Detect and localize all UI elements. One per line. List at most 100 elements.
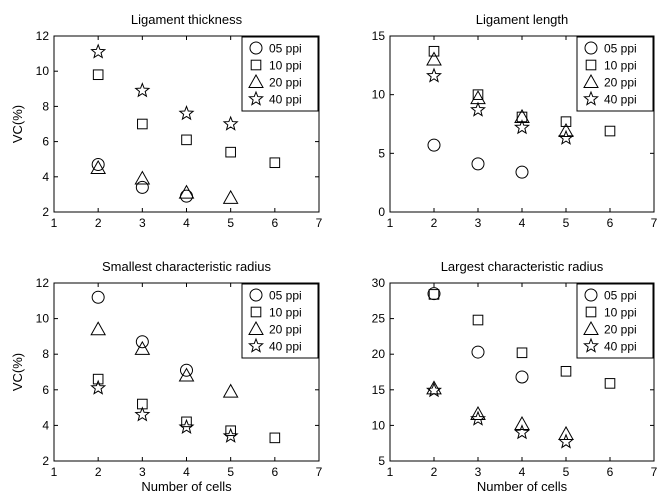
y-tick-label: 6 — [42, 135, 49, 149]
y-tick-label: 25 — [372, 312, 386, 326]
legend-label: 10 ppi — [269, 306, 302, 320]
legend-label: 10 ppi — [604, 306, 637, 320]
legend-label: 05 ppi — [269, 289, 302, 303]
legend-box — [241, 283, 319, 359]
legend-marker-star — [248, 90, 264, 106]
y-tick-label: 4 — [42, 418, 49, 432]
x-tick-label: 4 — [519, 216, 526, 230]
data-point-square — [472, 314, 484, 326]
data-point-circle — [180, 363, 193, 377]
legend-marker-triangle — [583, 320, 599, 335]
x-axis-label: Number of cells — [141, 479, 232, 494]
data-point-triangle — [222, 189, 239, 204]
data-point-triangle — [90, 159, 107, 174]
data-point-square — [472, 89, 484, 100]
data-point-triangle — [558, 123, 574, 138]
x-tick-label: 5 — [227, 465, 234, 479]
data-point-triangle — [134, 340, 151, 355]
x-tick-label: 1 — [387, 465, 394, 479]
data-point-triangle — [558, 425, 574, 440]
data-point-square — [225, 425, 236, 437]
legend: 05 ppi 10 ppi 20 ppi 40 ppi — [241, 36, 319, 112]
legend-label: 20 ppi — [604, 76, 637, 90]
x-tick-label: 3 — [475, 216, 482, 230]
data-point-circle — [91, 157, 105, 171]
data-point-triangle — [426, 51, 442, 66]
x-tick-label: 5 — [563, 465, 570, 479]
data-point-star — [222, 115, 239, 131]
x-tick-label: 7 — [316, 216, 323, 230]
data-point-star — [178, 105, 195, 121]
x-tick-label: 3 — [139, 216, 146, 230]
y-tick-label: 10 — [372, 418, 386, 432]
x-tick-label: 3 — [139, 465, 146, 479]
series-circle — [91, 290, 193, 377]
y-tick-label: 15 — [372, 29, 386, 43]
legend: 05 ppi 10 ppi 20 ppi 40 ppi — [576, 36, 654, 112]
y-tick-label: 8 — [42, 347, 49, 361]
y-tick-label: 8 — [42, 99, 49, 113]
legend-marker-triangle — [248, 73, 264, 88]
x-tick-label: 6 — [271, 465, 278, 479]
data-point-square — [92, 373, 104, 385]
legend-label: 40 ppi — [604, 340, 637, 354]
legend-box — [241, 36, 319, 112]
data-point-square — [516, 347, 528, 359]
legend-marker-square — [250, 59, 262, 71]
x-tick-label: 4 — [519, 465, 526, 479]
panel-2: Ligament length 1 2 3 4 5 6 7 0 5 10 15 05 ppi 10 ppi… — [372, 12, 658, 230]
x-tick-label: 5 — [563, 216, 570, 230]
data-point-circle — [135, 180, 149, 194]
data-point-circle — [471, 157, 485, 171]
series-star — [90, 379, 239, 443]
series-circle — [427, 138, 529, 179]
x-tick-label: 2 — [431, 216, 438, 230]
legend-label: 10 ppi — [269, 59, 302, 73]
y-tick-label: 6 — [42, 383, 49, 397]
y-tick-label: 5 — [378, 454, 385, 468]
y-tick-label: 10 — [372, 88, 386, 102]
legend-marker-square — [585, 59, 597, 71]
legend-marker-circle — [249, 41, 263, 55]
legend-label: 20 ppi — [269, 323, 302, 337]
data-point-square — [604, 378, 616, 389]
data-point-triangle — [514, 108, 530, 123]
x-tick-label: 6 — [271, 216, 278, 230]
data-point-circle — [427, 138, 441, 152]
y-tick-label: 0 — [378, 205, 385, 219]
y-tick-label: 4 — [42, 170, 49, 184]
y-axis-label: VC(%) — [10, 105, 25, 143]
legend-marker-star — [583, 337, 599, 353]
legend-label: 20 ppi — [604, 323, 637, 337]
legend-marker-triangle — [248, 320, 264, 335]
legend-box — [576, 36, 654, 112]
data-point-star — [90, 379, 107, 395]
panel-title: Smallest characteristic radius — [102, 259, 272, 274]
y-tick-label: 2 — [42, 205, 49, 219]
series-square — [92, 373, 281, 444]
panel-title: Largest characteristic radius — [441, 259, 604, 274]
legend-marker-circle — [249, 288, 263, 302]
y-tick-label: 15 — [372, 383, 386, 397]
series-square — [92, 69, 281, 169]
data-point-circle — [180, 189, 193, 203]
data-point-square — [604, 125, 616, 137]
legend-label: 40 ppi — [269, 340, 302, 354]
data-point-square — [269, 157, 281, 169]
data-point-star — [426, 67, 442, 83]
y-tick-label: 20 — [372, 347, 386, 361]
data-point-triangle — [470, 405, 486, 421]
data-point-circle — [515, 370, 529, 384]
data-point-square — [92, 69, 104, 81]
legend-label: 40 ppi — [604, 93, 637, 107]
x-tick-label: 2 — [95, 465, 102, 479]
data-point-square — [269, 432, 281, 444]
data-point-triangle — [222, 383, 239, 398]
data-point-star — [426, 382, 442, 398]
data-point-star — [514, 424, 530, 440]
legend-marker-square — [585, 306, 597, 318]
panel-4: Largest characteristic radius 1 2 3 4 5 6 7 5 10 1… — [372, 259, 658, 494]
panel-title: Ligament thickness — [131, 12, 243, 27]
x-axis-label: Number of cells — [477, 479, 568, 494]
